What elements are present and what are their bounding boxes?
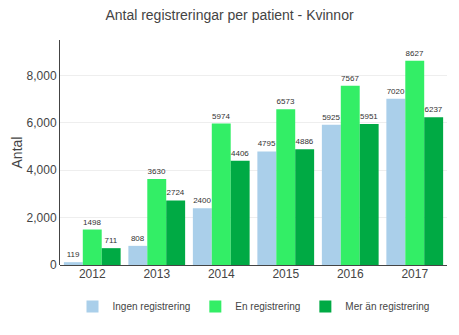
svg-text:3630: 3630 (148, 167, 166, 176)
svg-text:2400: 2400 (193, 196, 211, 205)
svg-text:7567: 7567 (341, 74, 359, 83)
svg-text:4,000: 4,000 (27, 163, 57, 177)
svg-text:6,000: 6,000 (27, 116, 57, 130)
svg-text:7020: 7020 (387, 87, 405, 96)
svg-text:2015: 2015 (272, 267, 299, 281)
svg-text:2017: 2017 (401, 267, 428, 281)
svg-text:8627: 8627 (406, 49, 424, 58)
svg-text:2013: 2013 (143, 267, 170, 281)
svg-text:808: 808 (131, 234, 145, 243)
svg-text:Antal: Antal (9, 137, 25, 169)
svg-text:4795: 4795 (258, 139, 276, 148)
svg-text:2012: 2012 (79, 267, 106, 281)
svg-text:4886: 4886 (295, 137, 313, 146)
svg-text:1498: 1498 (83, 218, 101, 227)
svg-text:2016: 2016 (337, 267, 364, 281)
svg-text:5974: 5974 (212, 112, 230, 121)
svg-text:Ingen registrering: Ingen registrering (113, 301, 191, 312)
svg-text:8,000: 8,000 (27, 69, 57, 83)
svg-text:119: 119 (67, 250, 80, 259)
svg-text:6573: 6573 (277, 97, 295, 106)
svg-text:2,000: 2,000 (27, 211, 57, 225)
svg-text:711: 711 (105, 236, 118, 245)
svg-text:Antal registreringar per patie: Antal registreringar per patient - Kvinn… (105, 7, 354, 23)
svg-text:6237: 6237 (424, 105, 442, 114)
svg-text:En registrering: En registrering (235, 301, 300, 312)
svg-text:4406: 4406 (231, 149, 249, 158)
svg-text:Mer än registrering: Mer än registrering (345, 301, 429, 312)
svg-text:5951: 5951 (360, 112, 378, 121)
svg-text:2724: 2724 (166, 188, 184, 197)
svg-text:2014: 2014 (208, 267, 235, 281)
svg-text:0: 0 (50, 258, 57, 272)
svg-text:5925: 5925 (322, 113, 340, 122)
